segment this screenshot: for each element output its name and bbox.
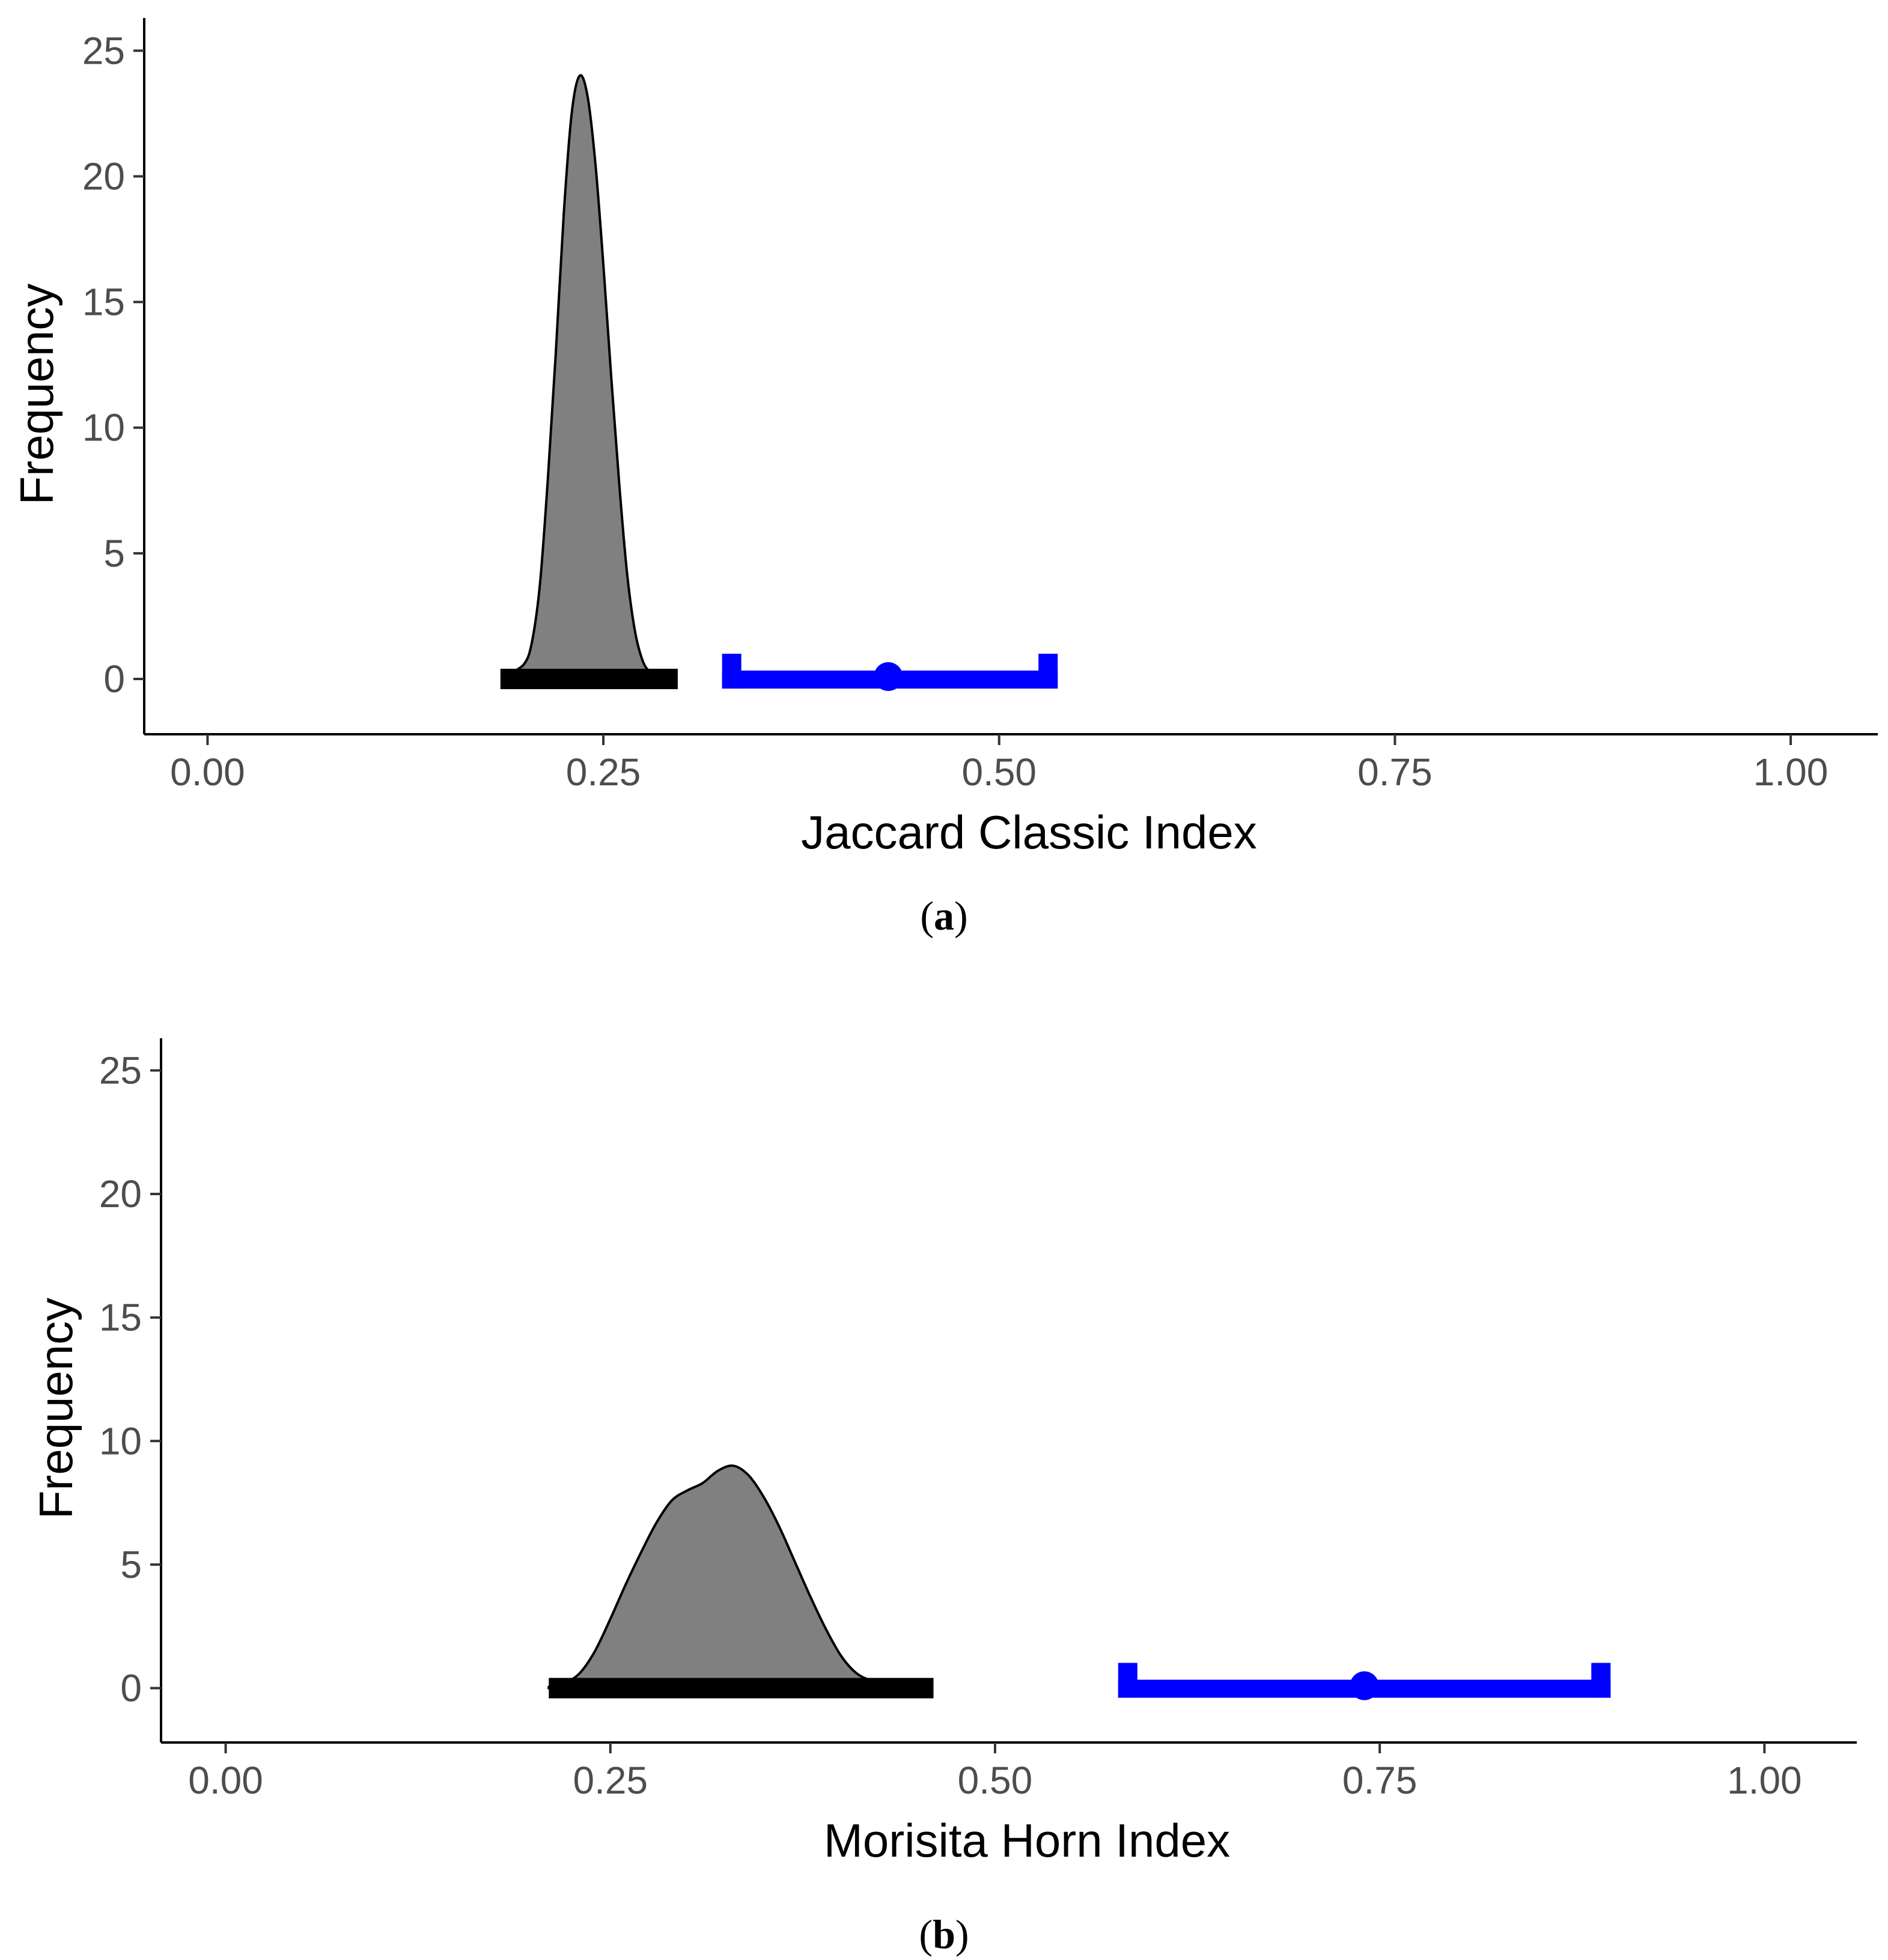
x-axis-title: Morisita Horn Index [824, 1814, 1230, 1867]
x-tick-label: 1.00 [1727, 1759, 1802, 1802]
caption-a: (a) [920, 893, 968, 939]
caption-b-letter: b [933, 1911, 955, 1957]
y-tick-label: 0 [103, 657, 125, 701]
x-axis-title: Jaccard Classic Index [801, 806, 1257, 859]
y-tick-label: 25 [99, 1048, 142, 1092]
observed-point [1350, 1671, 1379, 1700]
y-tick-label: 10 [82, 406, 125, 449]
x-tick-label: 0.50 [958, 1759, 1033, 1802]
x-tick-label: 0.75 [1357, 750, 1433, 794]
observed-ci-right-cap [1591, 1663, 1611, 1698]
observed-ci-right-cap [1038, 653, 1058, 689]
y-tick-label: 0 [120, 1667, 142, 1710]
x-tick-label: 0.25 [566, 750, 641, 794]
density-area [507, 74, 667, 680]
y-tick-label: 15 [82, 281, 125, 324]
panel-b: 0 5 10 15 20 25 0.00 0.25 0.50 0.75 1.00 Morisita H… [0, 1015, 1888, 1960]
y-tick-label: 20 [99, 1172, 142, 1216]
chart-b-svg: 0 5 10 15 20 25 0.00 0.25 0.50 0.75 1.00 Morisita H… [29, 1038, 1857, 1867]
observed-point [874, 662, 903, 691]
y-tick-label: 25 [82, 29, 125, 72]
y-tick-label: 5 [103, 532, 125, 575]
x-tick-label: 0.50 [961, 750, 1037, 794]
chart-a-svg: 0 5 10 15 20 25 0.00 0.25 0.50 0.75 1.00 Jaccard Cl… [10, 18, 1878, 859]
observed-ci-left-cap [722, 653, 741, 689]
x-tick-label: 1.00 [1753, 750, 1829, 794]
x-tick-label: 0.75 [1342, 1759, 1418, 1802]
caption-a-letter: a [934, 893, 954, 939]
observed-ci-left-cap [1118, 1663, 1137, 1698]
y-tick-label: 20 [82, 154, 125, 198]
y-tick-label: 15 [99, 1296, 142, 1339]
y-axis-title: Frequency [10, 284, 63, 505]
y-tick-label: 5 [120, 1543, 142, 1586]
null-interval-bar [549, 1678, 934, 1699]
caption-b: (b) [919, 1911, 969, 1957]
x-tick-label: 0.00 [170, 750, 245, 794]
x-tick-label: 0.25 [573, 1759, 648, 1802]
panel-a: 0 5 10 15 20 25 0.00 0.25 0.50 0.75 1.00 Jaccard Cl… [0, 0, 1888, 955]
density-area [547, 1464, 934, 1690]
x-tick-label: 0.00 [188, 1759, 263, 1802]
y-tick-label: 10 [99, 1419, 142, 1462]
null-interval-bar [500, 668, 678, 689]
y-axis-title: Frequency [29, 1298, 82, 1520]
